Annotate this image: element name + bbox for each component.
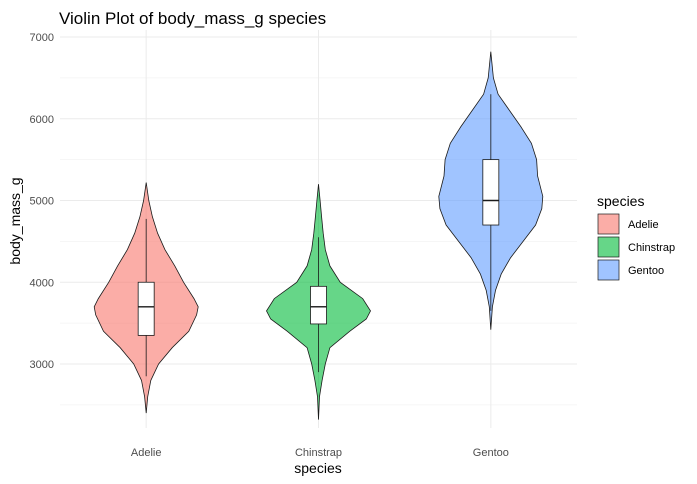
chart-title: Violin Plot of body_mass_g species (59, 9, 326, 28)
legend-item-gentoo: Gentoo (597, 259, 664, 281)
legend-label: Chinstrap (628, 242, 675, 254)
y-tick-label: 7000 (30, 32, 54, 44)
x-axis-ticks: Adelie Chinstrap Gentoo (131, 447, 509, 459)
legend-key (597, 213, 620, 235)
x-tick-label: Chinstrap (295, 447, 342, 459)
y-tick-label: 5000 (30, 196, 54, 208)
violin-chinstrap (266, 184, 371, 420)
box-iqr (310, 285, 327, 325)
legend-label: Gentoo (628, 265, 664, 277)
x-tick-label: Gentoo (473, 447, 509, 459)
y-axis-title: body_mass_g (7, 177, 23, 264)
legend-key (597, 259, 620, 281)
legend-items: Adelie Chinstrap Gentoo (597, 213, 675, 281)
violin-gentoo (438, 51, 544, 330)
violin-adelie (93, 182, 199, 414)
legend-item-chinstrap: Chinstrap (597, 236, 675, 258)
legend-title: species (597, 193, 644, 209)
legend-item-adelie: Adelie (597, 213, 659, 235)
box-iqr (482, 159, 500, 226)
y-tick-label: 4000 (30, 277, 54, 289)
legend: species Adelie Chinstrap Gentoo (597, 193, 675, 281)
box-iqr (137, 281, 155, 336)
violins (93, 51, 544, 420)
x-tick-label: Adelie (131, 447, 162, 459)
x-axis-title: species (294, 460, 341, 476)
y-tick-label: 3000 (30, 359, 54, 371)
legend-label: Adelie (628, 219, 659, 231)
y-axis-ticks: 3000 4000 5000 6000 7000 (30, 32, 54, 371)
legend-key (597, 236, 620, 258)
y-tick-label: 6000 (30, 114, 54, 126)
